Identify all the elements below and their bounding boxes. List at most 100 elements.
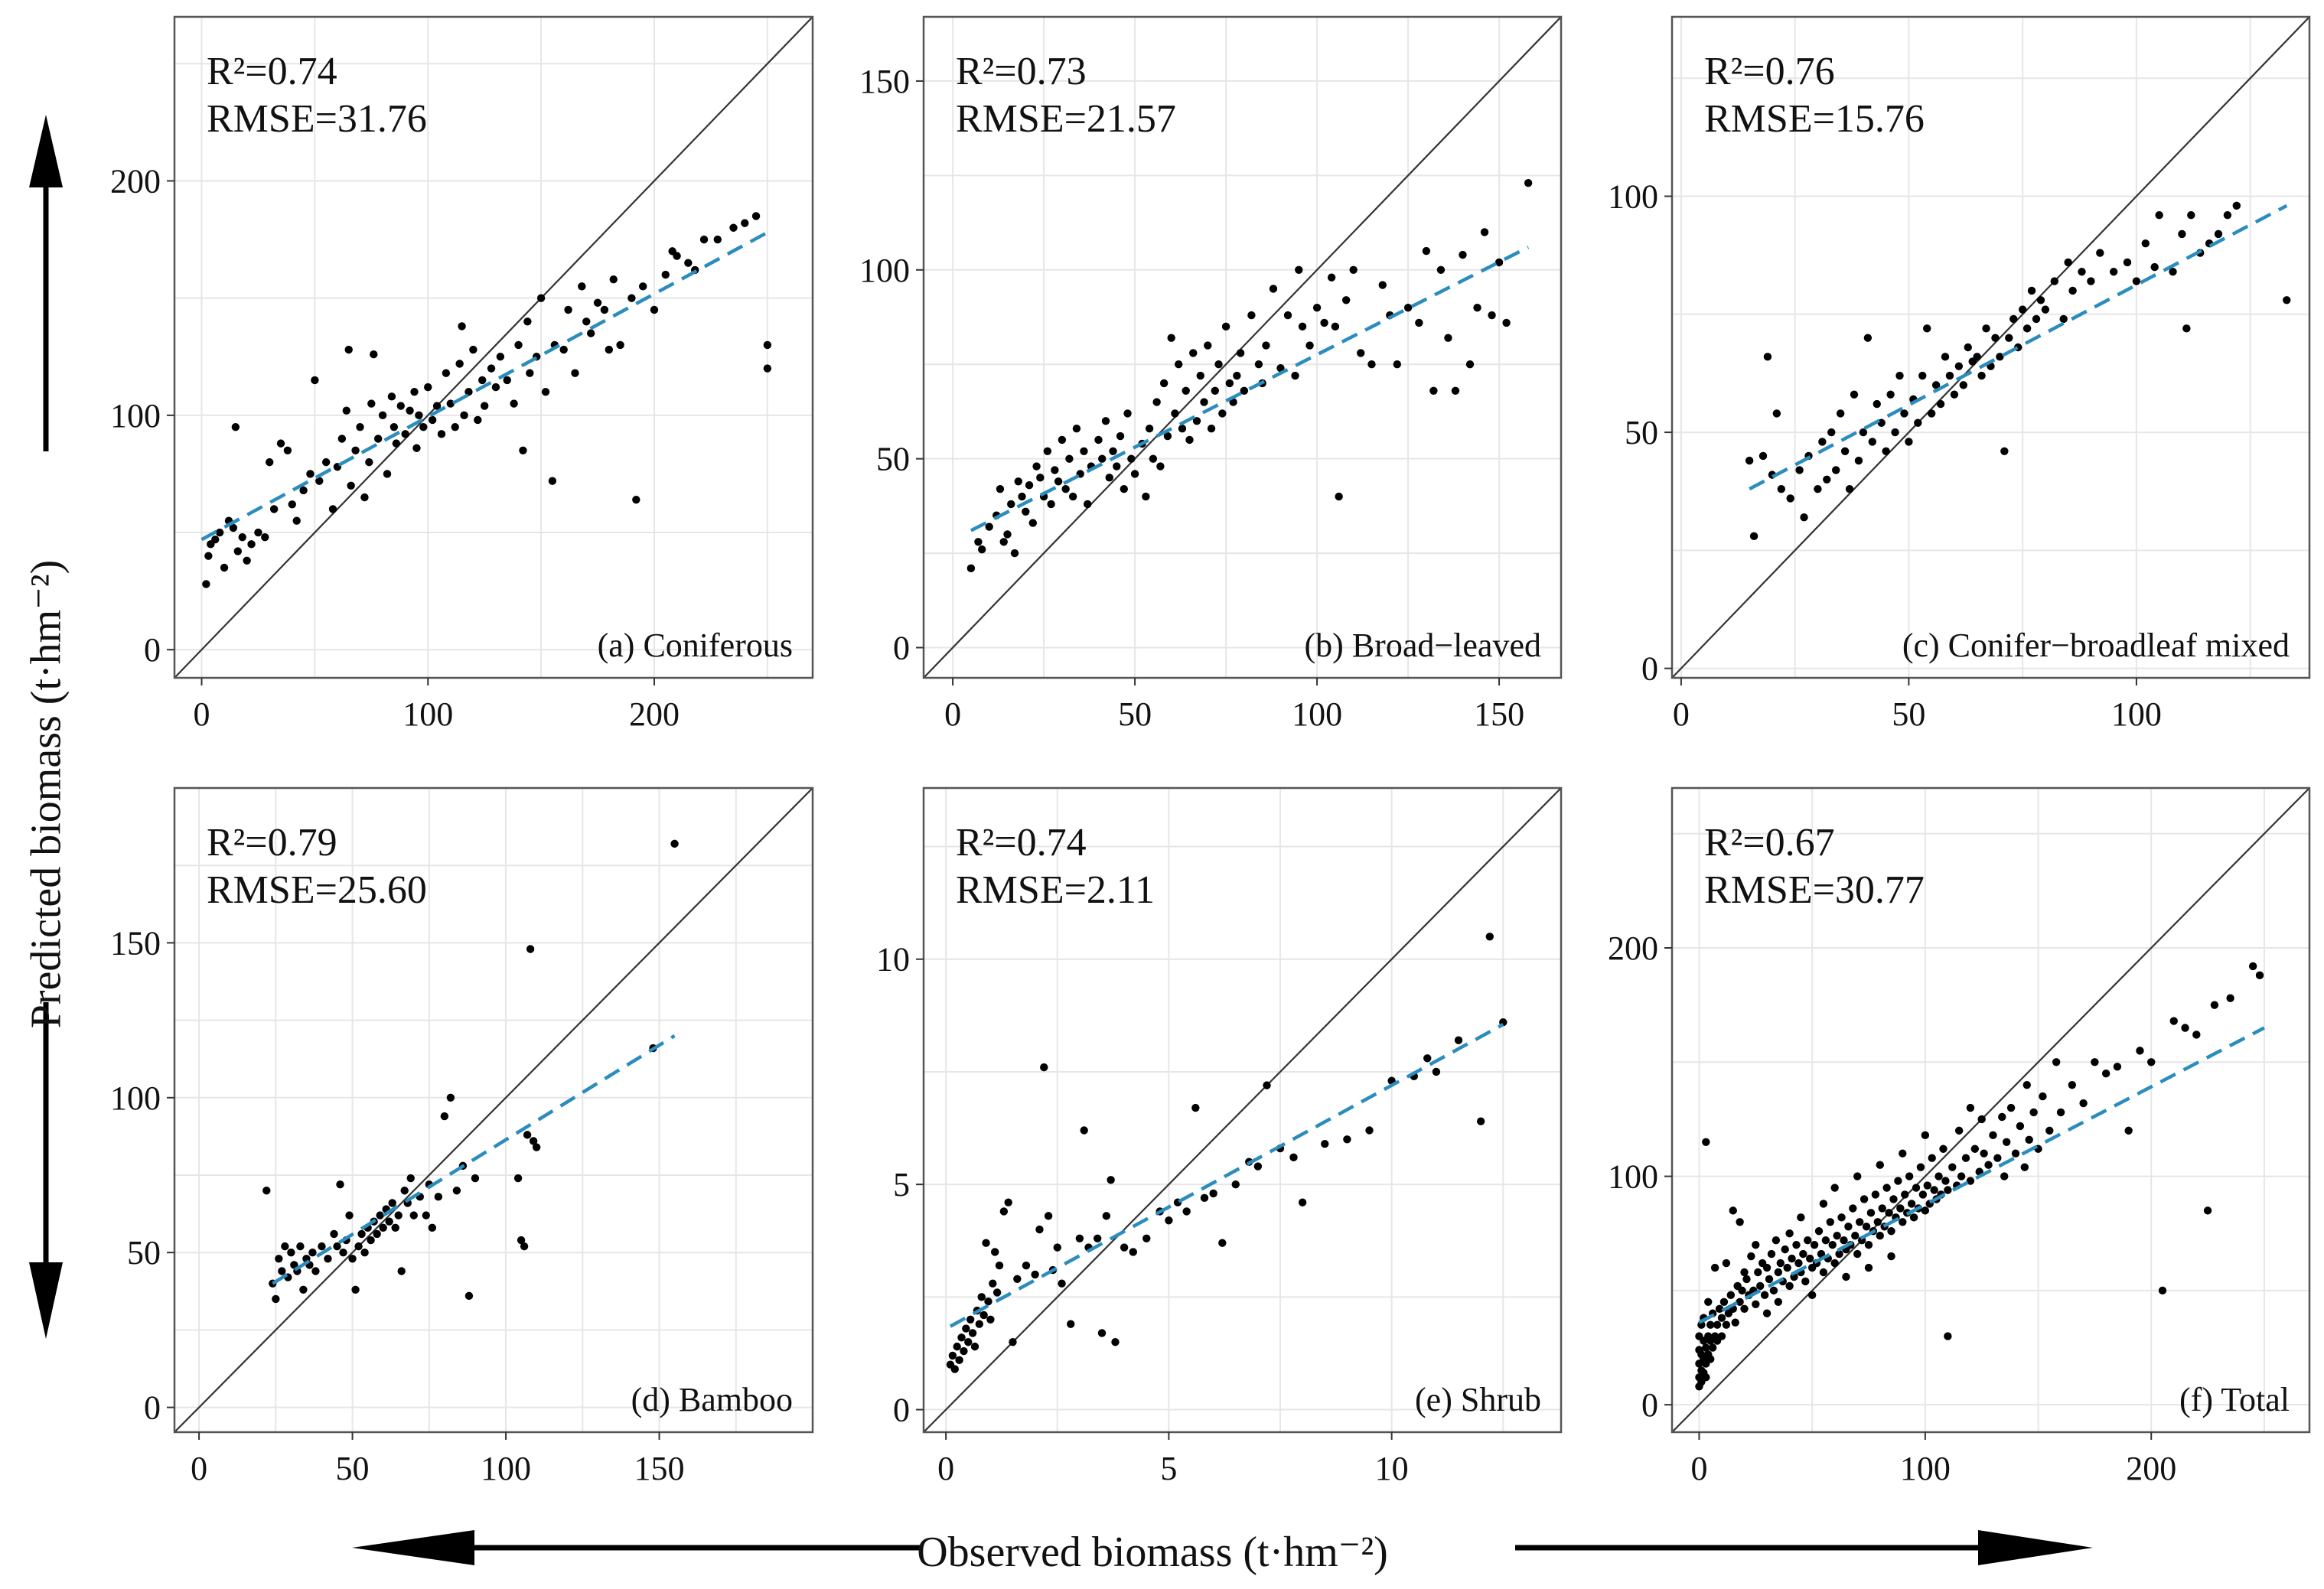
data-point	[1896, 1204, 1905, 1213]
data-point	[1704, 1298, 1713, 1307]
data-point	[1901, 1190, 1909, 1199]
data-point	[1305, 341, 1314, 350]
data-point	[532, 1143, 541, 1151]
data-point	[1022, 507, 1030, 516]
data-point	[1876, 1161, 1884, 1169]
data-point	[1923, 324, 1931, 333]
data-point	[1887, 1252, 1895, 1261]
data-point	[2203, 1206, 2212, 1215]
data-point	[1291, 371, 1299, 380]
data-point	[1830, 1259, 1839, 1268]
data-point	[1830, 1184, 1839, 1192]
data-point	[627, 294, 636, 302]
y-tick-label: 200	[1608, 930, 1658, 967]
y-tick-label: 0	[1641, 1386, 1658, 1424]
data-point	[1080, 1126, 1088, 1135]
data-point	[1058, 1279, 1066, 1288]
data-point	[1167, 334, 1175, 342]
data-point	[1068, 492, 1077, 501]
data-point	[1321, 1139, 1329, 1148]
data-point	[344, 345, 353, 354]
data-point	[1075, 1234, 1084, 1243]
data-point	[1451, 386, 1460, 395]
data-point	[2255, 971, 2264, 980]
data-point	[1873, 1218, 1882, 1226]
data-point	[1894, 1177, 1902, 1185]
data-point	[1918, 1190, 1928, 1199]
data-point	[2123, 258, 2132, 267]
data-point	[229, 523, 238, 532]
data-point	[1476, 1117, 1485, 1125]
data-point	[989, 1279, 997, 1288]
data-point	[953, 1342, 961, 1351]
data-point	[360, 1249, 369, 1257]
data-point	[966, 1315, 975, 1324]
data-point	[1762, 1309, 1772, 1317]
data-point	[278, 1267, 286, 1275]
data-point	[440, 1112, 449, 1121]
data-point	[964, 1338, 973, 1346]
data-point	[2018, 305, 2027, 314]
data-point	[1185, 435, 1194, 444]
identity-line	[923, 16, 1562, 679]
data-point	[1156, 462, 1165, 471]
data-point	[1931, 381, 1941, 389]
data-point	[1098, 454, 1107, 463]
data-point	[977, 545, 986, 554]
data-point	[1102, 1212, 1111, 1220]
data-point	[2147, 1058, 2156, 1066]
data-point	[2078, 268, 2086, 276]
data-point	[1961, 1154, 1970, 1162]
data-point	[2096, 249, 2104, 257]
data-point	[1762, 1263, 1772, 1272]
panel-label: (c) Conifer−broadleaf mixed	[1902, 627, 2290, 664]
data-point	[1283, 311, 1292, 320]
data-point	[351, 1285, 360, 1294]
data-point	[975, 1320, 984, 1328]
data-point	[379, 1223, 387, 1232]
data-point	[1882, 1184, 1891, 1192]
data-point	[487, 364, 496, 373]
data-point	[1833, 1232, 1841, 1240]
data-point	[360, 493, 369, 502]
data-point	[1165, 1216, 1173, 1225]
identity-line	[923, 787, 1562, 1433]
panel-label: (a) Coniferous	[598, 627, 793, 664]
data-point	[1738, 1286, 1746, 1295]
data-point	[1312, 303, 1322, 312]
data-point	[432, 402, 442, 410]
data-point	[1105, 474, 1113, 482]
data-point	[1855, 1218, 1864, 1226]
x-tick-label: 0	[1690, 1450, 1707, 1487]
plot-frame	[173, 15, 814, 679]
r2-annotation: R²=0.76	[1704, 50, 1835, 93]
data-point	[995, 1261, 1004, 1270]
data-point	[1776, 1259, 1785, 1268]
data-point	[1819, 1268, 1828, 1277]
data-point	[1876, 1232, 1884, 1240]
data-point	[548, 477, 557, 485]
data-point	[1799, 1249, 1807, 1259]
data-point	[1335, 492, 1343, 501]
data-point	[650, 305, 659, 314]
data-point	[1149, 454, 1158, 463]
data-point	[1502, 318, 1511, 327]
data-point	[1094, 435, 1103, 444]
data-point	[1860, 1195, 1869, 1203]
x-tick-label: 100	[481, 1450, 531, 1487]
data-point	[729, 223, 738, 232]
data-point	[1084, 500, 1092, 509]
rmse-annotation: RMSE=25.60	[207, 868, 427, 912]
data-point	[2192, 1031, 2201, 1039]
data-point	[1142, 1234, 1151, 1243]
data-point	[1792, 1240, 1801, 1249]
data-point	[1821, 1236, 1830, 1245]
data-point	[378, 411, 387, 420]
data-point	[348, 1255, 357, 1263]
data-point	[1889, 1195, 1898, 1203]
data-point	[1923, 1181, 1931, 1190]
data-point	[2226, 994, 2234, 1002]
data-point	[1236, 349, 1245, 357]
data-point	[1957, 1172, 1966, 1180]
